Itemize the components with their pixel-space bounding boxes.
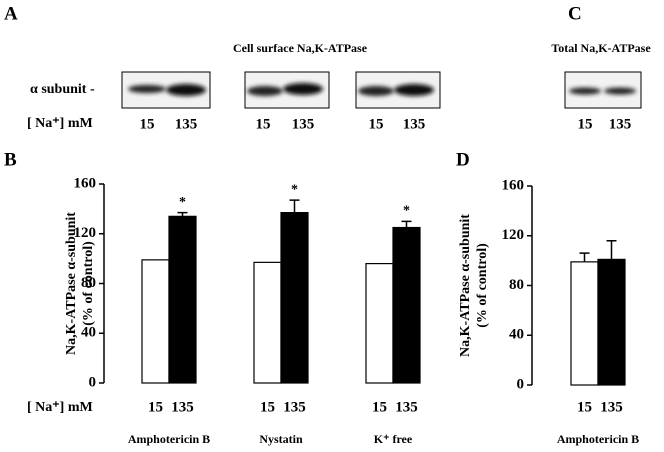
panel-label: A	[4, 3, 18, 24]
lane-label: 135	[175, 116, 198, 132]
y-tick-label: 40	[509, 327, 524, 343]
error-bar	[401, 220, 412, 228]
lane-label: 15	[140, 116, 155, 132]
group-label: Nystatin	[259, 432, 303, 446]
blot-na-label: [ Na⁺] mM	[27, 116, 93, 131]
lane-label: 15	[256, 116, 271, 132]
bar	[365, 263, 394, 384]
bar	[280, 212, 309, 384]
y-tick-label: 80	[509, 277, 524, 293]
y-tick-label: 120	[502, 227, 525, 243]
lane-label: 135	[403, 116, 426, 132]
bar	[392, 226, 421, 384]
error-bar	[606, 239, 617, 260]
lane-label: 135	[609, 116, 632, 132]
y-tick-label: 160	[502, 177, 525, 193]
x-tick-label: 135	[600, 399, 623, 415]
group-label: K⁺ free	[374, 432, 413, 446]
x-axis-label: [ Na⁺] mM	[27, 400, 93, 415]
blot-title: Cell surface Na,K-ATPase	[233, 41, 368, 55]
error-bar	[579, 252, 590, 262]
y-axis-label: Na,K-ATPase α-subunit	[64, 212, 79, 355]
significance-marker: *	[179, 195, 186, 210]
lane-label: 15	[369, 116, 384, 132]
group-label: Amphotericin B	[557, 432, 639, 446]
bar	[570, 261, 599, 386]
panel-label: C	[568, 3, 582, 24]
x-tick-label: 135	[283, 399, 306, 415]
blot-row-label: α subunit -	[30, 82, 95, 97]
y-tick-label: 120	[74, 225, 97, 241]
x-tick-label: 15	[577, 399, 592, 415]
x-tick-label: 135	[395, 399, 418, 415]
bar	[597, 258, 626, 386]
y-axis-label: (% of control)	[475, 243, 490, 328]
y-tick-label: 160	[74, 175, 97, 191]
y-tick-label: 40	[81, 325, 96, 341]
blot-title: Total Na,K-ATPase	[551, 41, 651, 55]
error-bar	[177, 211, 188, 217]
x-tick-label: 15	[260, 399, 275, 415]
y-tick-label: 80	[81, 275, 96, 291]
x-tick-label: 15	[148, 399, 163, 415]
bar	[141, 259, 170, 384]
bar	[253, 261, 282, 384]
y-tick-label: 0	[89, 374, 97, 390]
significance-marker: *	[403, 204, 410, 219]
lane-label: 15	[578, 116, 593, 132]
significance-marker: *	[291, 182, 298, 197]
error-bar	[289, 199, 300, 213]
blot	[121, 71, 642, 109]
group-label: Amphotericin B	[128, 432, 210, 446]
x-tick-label: 15	[372, 399, 387, 415]
panel-label: B	[4, 149, 17, 170]
lane-label: 135	[292, 116, 315, 132]
panel-label: D	[456, 149, 470, 170]
x-tick-label: 135	[171, 399, 194, 415]
y-tick-label: 0	[517, 376, 525, 392]
y-axis-label: Na,K-ATPase α-subunit	[458, 214, 473, 357]
y-axis-label: (% of control)	[81, 241, 96, 326]
bar	[168, 215, 197, 384]
